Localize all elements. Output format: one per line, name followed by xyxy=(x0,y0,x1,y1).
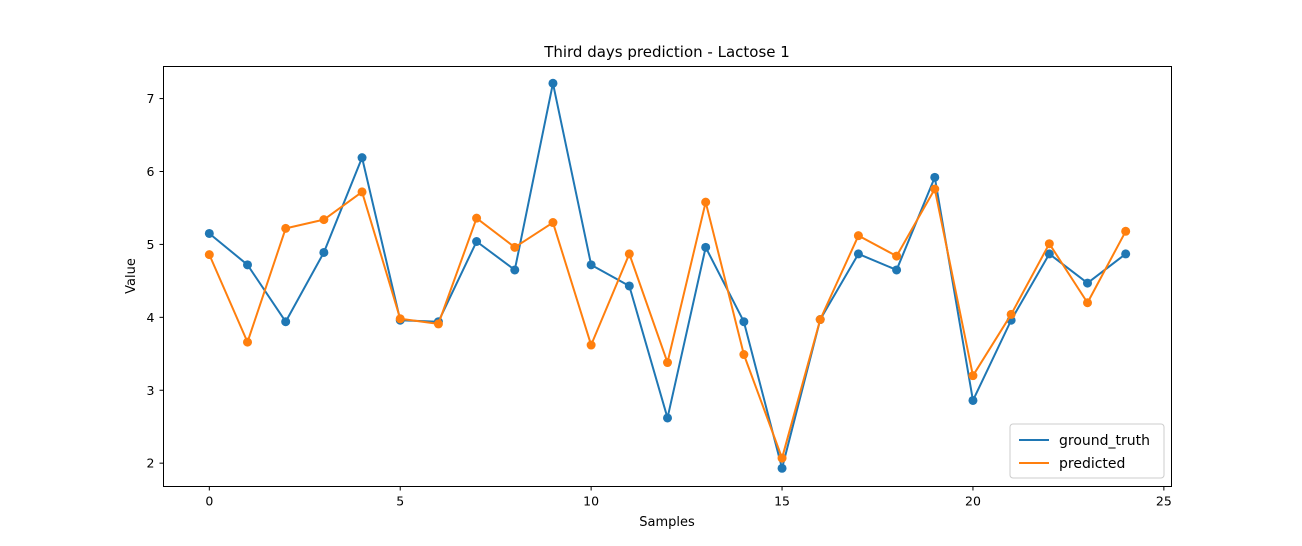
data-point-ground_truth xyxy=(357,153,367,163)
data-point-predicted xyxy=(586,340,596,350)
x-tick-label: 5 xyxy=(396,494,404,509)
data-point-predicted xyxy=(510,242,520,252)
data-point-ground_truth xyxy=(853,249,863,259)
y-tick-label: 2 xyxy=(147,456,155,471)
y-tick-label: 3 xyxy=(147,383,155,398)
legend-box xyxy=(1009,423,1165,479)
legend-item-ground_truth: ground_truth xyxy=(1019,433,1150,449)
data-point-ground_truth xyxy=(472,237,482,246)
data-point-ground_truth xyxy=(510,265,520,275)
data-point-predicted xyxy=(548,218,558,228)
data-point-predicted xyxy=(1121,226,1131,236)
data-point-predicted xyxy=(357,187,367,197)
data-point-ground_truth xyxy=(1044,249,1054,259)
x-tick-label: 25 xyxy=(1156,494,1172,509)
series-line-ground_truth xyxy=(208,82,1127,470)
data-point-ground_truth xyxy=(777,463,787,473)
data-point-ground_truth xyxy=(930,172,940,182)
data-point-ground_truth xyxy=(243,260,252,270)
x-tick-label: 20 xyxy=(965,494,981,509)
legend-item-predicted: predicted xyxy=(1019,456,1125,472)
data-point-predicted xyxy=(472,213,482,223)
data-point-predicted xyxy=(319,215,329,225)
data-point-ground_truth xyxy=(1121,249,1131,259)
x-axis-label: Samples xyxy=(639,515,695,530)
plot-area-frame xyxy=(163,66,1172,487)
data-point-ground_truth xyxy=(281,317,291,327)
legend-label: ground_truth xyxy=(1059,433,1150,449)
chart-title: Third days prediction - Lactose 1 xyxy=(543,43,790,61)
data-point-predicted xyxy=(892,251,902,261)
data-point-predicted xyxy=(930,184,940,194)
data-point-ground_truth xyxy=(586,260,596,270)
data-point-ground_truth xyxy=(1083,278,1092,288)
data-point-predicted xyxy=(1044,239,1054,249)
data-point-ground_truth xyxy=(548,78,558,88)
data-point-predicted xyxy=(663,358,672,368)
legend-label: predicted xyxy=(1059,456,1125,472)
y-tick-label: 7 xyxy=(147,91,155,106)
data-point-predicted xyxy=(777,453,787,463)
data-point-ground_truth xyxy=(319,247,329,257)
data-point-ground_truth xyxy=(663,413,672,423)
legend: ground_truth predicted xyxy=(1009,423,1165,479)
x-tick-label: 10 xyxy=(583,494,599,509)
data-point-ground_truth xyxy=(701,242,711,252)
x-tick-label: 0 xyxy=(205,494,213,509)
data-point-predicted xyxy=(1083,298,1092,308)
y-axis: 2 3 4 5 6 7 xyxy=(147,91,164,471)
data-point-predicted xyxy=(739,350,749,360)
y-tick-label: 5 xyxy=(147,237,155,252)
series-layer xyxy=(204,78,1131,473)
x-axis: 0 5 10 15 20 25 xyxy=(205,486,1172,509)
data-point-ground_truth xyxy=(739,317,749,327)
data-point-ground_truth xyxy=(892,265,902,275)
data-point-ground_truth xyxy=(204,228,214,238)
y-tick-label: 6 xyxy=(147,164,155,179)
data-point-ground_truth xyxy=(624,281,634,291)
data-point-ground_truth xyxy=(968,395,978,405)
data-point-predicted xyxy=(204,250,214,260)
y-tick-label: 4 xyxy=(147,310,155,325)
data-point-predicted xyxy=(815,315,825,325)
data-point-predicted xyxy=(243,337,252,347)
data-point-predicted xyxy=(853,231,863,241)
series-predicted xyxy=(204,184,1131,463)
data-point-predicted xyxy=(281,223,291,233)
data-point-predicted xyxy=(395,314,405,324)
data-point-predicted xyxy=(1006,309,1016,319)
y-axis-label: Value xyxy=(124,258,139,294)
x-tick-label: 15 xyxy=(774,494,790,509)
data-point-predicted xyxy=(701,197,711,207)
data-point-predicted xyxy=(624,249,634,259)
data-point-predicted xyxy=(433,319,443,329)
data-point-predicted xyxy=(968,371,978,381)
series-ground_truth xyxy=(204,78,1131,473)
